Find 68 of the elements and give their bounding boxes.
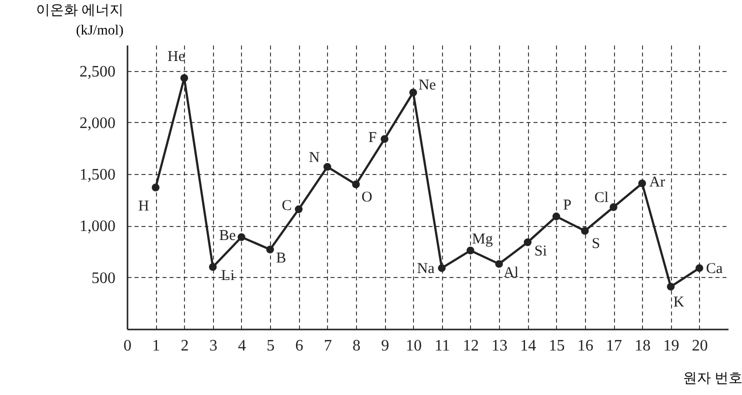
y-tick-label: 1,500 [80, 166, 116, 184]
annotation: Mg [472, 232, 494, 248]
annotation: Al [504, 264, 519, 281]
y-tick-label: 2,500 [80, 63, 116, 80]
point [352, 180, 360, 188]
annotation: H [138, 198, 150, 215]
x-tick-label: 16 [577, 338, 594, 354]
point [180, 74, 188, 82]
y-tick-label: 1,000 [80, 218, 116, 236]
x-tick-label: 7 [324, 338, 332, 354]
x-tick-label: 11 [434, 338, 450, 354]
annotation: Si [534, 243, 547, 260]
annotation: Na [417, 261, 435, 278]
x-tick-label: 3 [209, 338, 218, 354]
annotation: Li [221, 268, 235, 284]
x-tick-label: 4 [238, 338, 246, 354]
point [610, 203, 618, 212]
annotation: F [368, 130, 377, 146]
annotation: Ca [706, 261, 724, 278]
x-tick-label: 20 [692, 338, 708, 354]
annotation: He [167, 49, 186, 66]
annotation: N [308, 150, 320, 166]
point [696, 264, 704, 272]
x-tick-label: 8 [352, 338, 360, 354]
x-tick-label: 1 [152, 338, 160, 354]
point [208, 263, 217, 271]
x-tick-label: 5 [266, 338, 275, 354]
point [581, 227, 589, 235]
y-tick-label: 500 [92, 270, 116, 287]
point [495, 260, 503, 268]
point [266, 246, 274, 254]
x-axis-title: 원자 번호 [683, 372, 742, 386]
annotation: S [592, 236, 600, 252]
annotation: B [276, 250, 286, 266]
annotation: Cl [594, 190, 609, 206]
point [238, 233, 246, 241]
point [666, 282, 675, 291]
x-tick-label: 14 [520, 338, 536, 354]
x-tick-label: 2 [180, 338, 189, 354]
point [466, 246, 474, 254]
x-tick-label: 15 [548, 338, 565, 354]
annotation: Ar [649, 174, 666, 190]
point [323, 162, 332, 171]
point [552, 212, 560, 220]
annotation: P [563, 197, 572, 214]
annotation: O [362, 189, 373, 206]
x-tick-label: 13 [492, 338, 508, 354]
annotation: Ne [418, 78, 436, 94]
point [380, 135, 388, 143]
x-tick-label: 12 [462, 338, 479, 354]
point [638, 180, 646, 188]
annotation: Be [219, 228, 236, 244]
x-tick-label: 6 [295, 338, 304, 354]
x-tick-label: 18 [634, 338, 651, 354]
point [294, 205, 303, 214]
point [409, 88, 418, 96]
x-tick-label: 9 [381, 338, 390, 354]
y-tick-label: 2,000 [80, 114, 116, 132]
x-tick-label: 19 [663, 338, 680, 354]
x-tick-label: 10 [406, 338, 422, 354]
point [152, 184, 160, 192]
y-axis-title: 이온화 에너지 (kJ/mol) [36, 4, 124, 38]
annotation: K [673, 294, 684, 311]
x-tick-label: 17 [606, 338, 622, 354]
x-tick-label: 0 [124, 338, 132, 354]
point [438, 264, 446, 272]
point [524, 238, 532, 246]
annotation: C [282, 198, 292, 214]
